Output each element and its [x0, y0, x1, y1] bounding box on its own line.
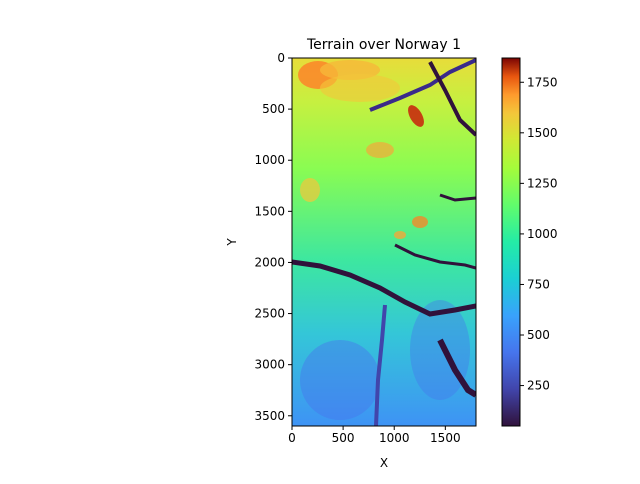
- terrain-lowland: [410, 300, 470, 400]
- y-tick-label: 1000: [254, 153, 285, 167]
- chart-title: Terrain over Norway 1: [306, 37, 461, 53]
- x-tick-label: 0: [288, 431, 296, 445]
- colorbar-tick-label: 1250: [527, 176, 558, 190]
- x-axis-label: X: [380, 456, 388, 470]
- colorbar-tick-label: 250: [527, 379, 550, 393]
- y-tick-label: 2500: [254, 307, 285, 321]
- terrain-fjord: [437, 338, 476, 398]
- terrain-highland: [412, 216, 428, 228]
- y-axis: 0 500 1000 1500 2000 2500 3000 3500: [254, 51, 292, 423]
- plot-frame: [291, 57, 477, 427]
- terrain-fjord: [369, 58, 476, 112]
- y-axis-label: Y: [225, 238, 239, 247]
- colorbar-tick-label: 500: [527, 328, 550, 342]
- terrain-fjord: [292, 259, 476, 317]
- colorbar-axis: 250 500 750 1000 1250 1500 1750: [520, 75, 558, 393]
- y-tick-label: 500: [262, 102, 285, 116]
- colorbar-tick-label: 750: [527, 277, 550, 291]
- terrain-highland: [394, 231, 406, 239]
- colorbar: [501, 57, 521, 427]
- terrain-fjord: [374, 304, 387, 426]
- terrain-fjord: [439, 193, 476, 202]
- terrain-fjord: [394, 243, 476, 270]
- terrain-highland: [408, 105, 424, 127]
- terrain-highland: [300, 178, 320, 202]
- terrain-lowland: [300, 340, 380, 420]
- x-tick-label: 1500: [430, 431, 461, 445]
- y-tick-label: 0: [277, 51, 285, 65]
- colorbar-tick-label: 1500: [527, 126, 558, 140]
- colorbar-tick-label: 1750: [527, 75, 558, 89]
- y-tick-label: 2000: [254, 255, 285, 269]
- x-tick-label: 1000: [379, 431, 410, 445]
- x-tick-label: 500: [332, 431, 355, 445]
- terrain-base: [292, 58, 476, 426]
- y-tick-label: 1500: [254, 204, 285, 218]
- x-axis: 0 500 1000 1500: [288, 426, 461, 445]
- terrain-heatmap: [292, 58, 476, 426]
- y-tick-label: 3500: [254, 409, 285, 423]
- terrain-highland: [320, 74, 400, 102]
- terrain-highland: [366, 142, 394, 158]
- colorbar-tick-label: 1000: [527, 227, 558, 241]
- y-tick-label: 3000: [254, 358, 285, 372]
- terrain-fjord: [428, 61, 476, 137]
